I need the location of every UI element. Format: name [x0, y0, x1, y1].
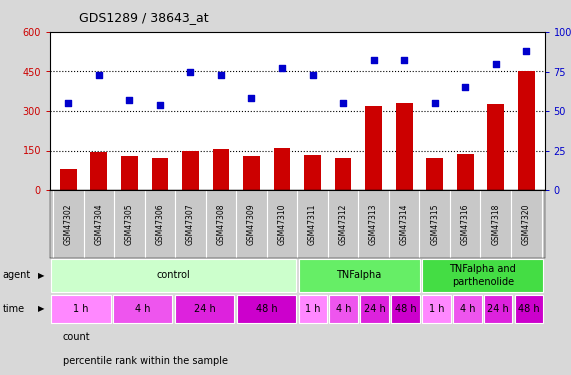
Bar [243, 156, 260, 190]
Bar [484, 295, 512, 323]
Point [369, 57, 378, 63]
Point [308, 72, 317, 78]
Bar [391, 295, 420, 323]
Text: 1 h: 1 h [429, 304, 444, 314]
Text: GSM47310: GSM47310 [278, 203, 287, 245]
Text: GSM47315: GSM47315 [430, 203, 439, 245]
Point [216, 72, 226, 78]
Text: GSM47304: GSM47304 [94, 203, 103, 245]
Bar [360, 295, 389, 323]
Bar [304, 155, 321, 190]
Point [400, 57, 409, 63]
Text: 48 h: 48 h [256, 304, 277, 314]
Point [64, 100, 73, 106]
Bar [274, 148, 291, 190]
Text: GSM47311: GSM47311 [308, 203, 317, 245]
Text: GSM47307: GSM47307 [186, 203, 195, 245]
Point [491, 61, 500, 67]
Text: GSM47306: GSM47306 [155, 203, 164, 245]
Text: 48 h: 48 h [518, 304, 540, 314]
Point [186, 69, 195, 75]
Bar [487, 104, 504, 190]
Text: 1 h: 1 h [73, 304, 89, 314]
Point [278, 65, 287, 71]
Bar [51, 260, 296, 292]
Point [155, 102, 164, 108]
Bar [299, 260, 420, 292]
Bar [422, 295, 451, 323]
Text: control: control [157, 270, 191, 280]
Text: ▶: ▶ [38, 304, 45, 313]
Point [125, 97, 134, 103]
Text: TNFalpha and
parthenolide: TNFalpha and parthenolide [449, 264, 516, 287]
Point [247, 95, 256, 101]
Text: 24 h: 24 h [364, 304, 385, 314]
Text: GSM47314: GSM47314 [400, 203, 409, 245]
Point [430, 100, 439, 106]
Bar [515, 295, 544, 323]
Bar [453, 295, 481, 323]
Bar [212, 149, 230, 190]
Text: GSM47308: GSM47308 [216, 203, 226, 245]
Text: GSM47305: GSM47305 [125, 203, 134, 245]
Text: time: time [3, 304, 25, 314]
Bar [299, 295, 327, 323]
Text: GDS1289 / 38643_at: GDS1289 / 38643_at [79, 12, 208, 24]
Bar [396, 103, 412, 190]
Text: 1 h: 1 h [305, 304, 320, 314]
Text: 4 h: 4 h [135, 304, 151, 314]
Text: GSM47313: GSM47313 [369, 203, 378, 245]
Text: GSM47320: GSM47320 [522, 203, 531, 245]
Bar [329, 295, 358, 323]
Bar [121, 156, 138, 190]
Bar [113, 295, 172, 323]
Text: GSM47302: GSM47302 [64, 203, 73, 245]
Text: GSM47316: GSM47316 [461, 203, 470, 245]
Bar [365, 106, 382, 190]
Text: count: count [63, 332, 90, 342]
Text: 24 h: 24 h [194, 304, 215, 314]
Bar [518, 72, 534, 190]
Text: GSM47312: GSM47312 [339, 203, 348, 245]
Text: GSM47309: GSM47309 [247, 203, 256, 245]
Bar [237, 295, 296, 323]
Bar [175, 295, 234, 323]
Bar [51, 295, 111, 323]
Text: 4 h: 4 h [336, 304, 351, 314]
Bar [422, 260, 544, 292]
Text: ▶: ▶ [38, 271, 45, 280]
Bar [427, 158, 443, 190]
Bar [90, 152, 107, 190]
Bar [335, 158, 352, 190]
Bar [151, 158, 168, 190]
Text: 24 h: 24 h [487, 304, 509, 314]
Point [461, 84, 470, 90]
Text: percentile rank within the sample: percentile rank within the sample [63, 356, 228, 366]
Bar [60, 169, 77, 190]
Bar [182, 151, 199, 190]
Text: TNFalpha: TNFalpha [336, 270, 382, 280]
Point [339, 100, 348, 106]
Bar [457, 154, 473, 190]
Point [94, 72, 103, 78]
Text: 48 h: 48 h [395, 304, 416, 314]
Text: agent: agent [3, 270, 31, 280]
Text: 4 h: 4 h [460, 304, 475, 314]
Point [522, 48, 531, 54]
Text: GSM47318: GSM47318 [491, 203, 500, 245]
